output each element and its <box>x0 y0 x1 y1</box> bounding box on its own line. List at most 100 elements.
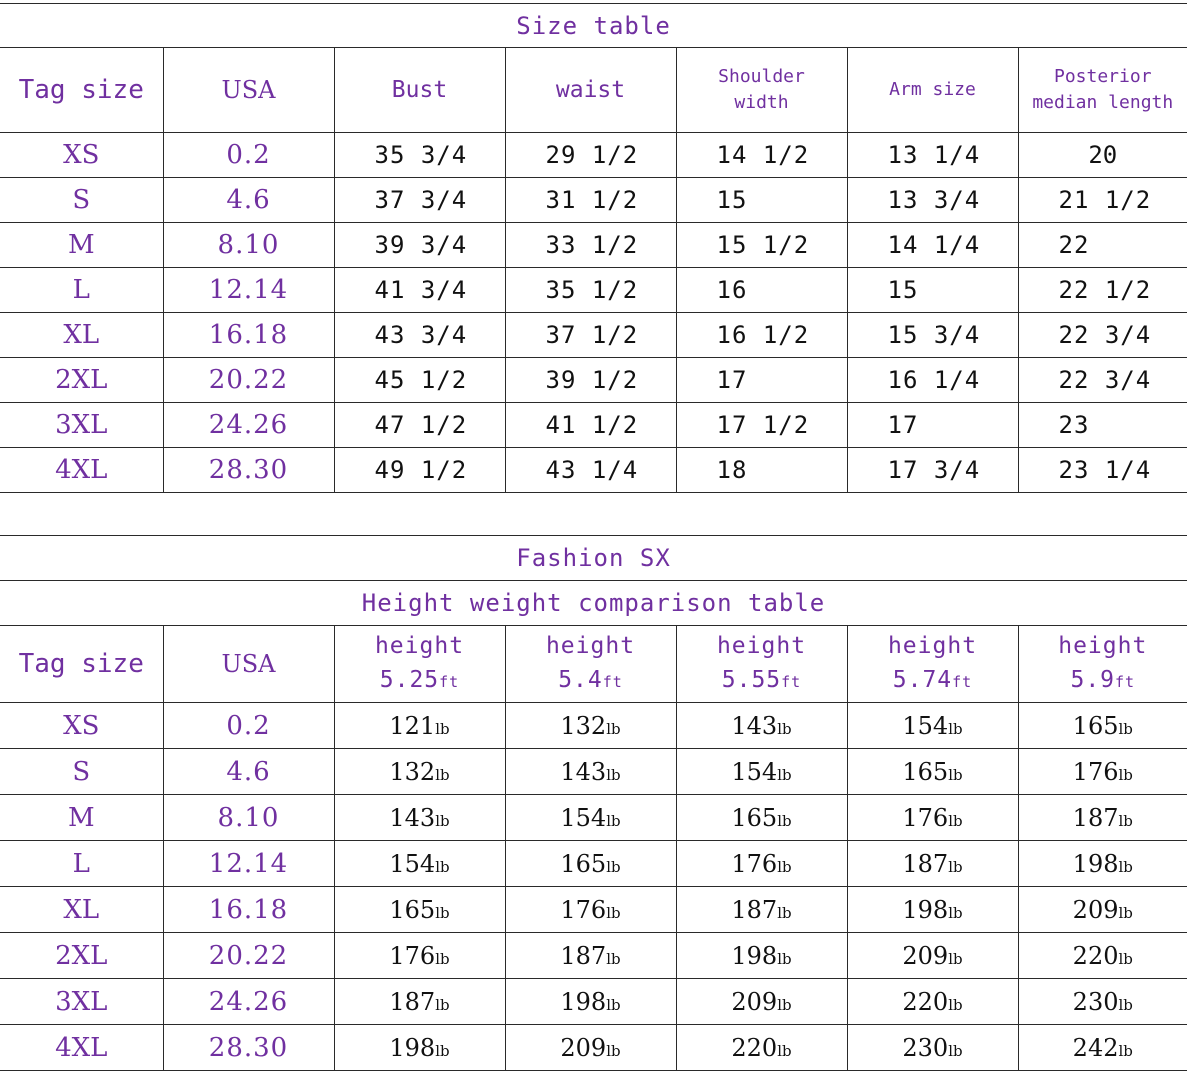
tag-size-cell: M <box>0 222 164 268</box>
weight-unit: lb <box>1118 719 1133 738</box>
weight-cell: 220lb <box>846 978 1019 1025</box>
size-cell: 35 1/2 <box>504 267 677 313</box>
weight-unit: lb <box>777 857 792 876</box>
weight-cell: 132lb <box>504 702 677 749</box>
weight-cell: 154lb <box>675 748 848 795</box>
posterior-line-1: Posterior <box>1054 66 1152 87</box>
weight-unit: lb <box>1118 857 1133 876</box>
height-unit: ft <box>781 673 802 691</box>
size-cell: 16 1/4 <box>846 357 1019 403</box>
weight-number: 176 <box>560 895 607 924</box>
weight-unit: lb <box>1118 995 1133 1014</box>
height-number: 5.25 <box>379 667 440 693</box>
comparison-table-row: XL 16.18 165lb 176lb 187lb 198lb 209lb <box>0 886 1187 933</box>
weight-number: 242 <box>1072 1033 1119 1062</box>
weight-cell: 154lb <box>333 840 506 887</box>
weight-number: 165 <box>1072 711 1119 740</box>
weight-unit: lb <box>1118 811 1133 830</box>
weight-number: 187 <box>731 895 778 924</box>
weight-cell: 209lb <box>846 932 1019 979</box>
weight-number: 165 <box>731 803 778 832</box>
size-table-title: Size table <box>0 3 1187 48</box>
height-value: 5.74ft <box>848 663 1017 699</box>
weight-number: 209 <box>902 941 949 970</box>
weight-number: 198 <box>560 987 607 1016</box>
size-table-row: XS 0.2 35 3/4 29 1/2 14 1/2 13 1/4 20 <box>0 132 1187 178</box>
brand-title: Fashion SX <box>0 535 1187 581</box>
size-cell: 37 3/4 <box>333 177 506 223</box>
weight-cell: 176lb <box>1017 748 1187 795</box>
size-cell: 22 3/4 <box>1017 312 1187 358</box>
size-cell: 14 1/4 <box>846 222 1019 268</box>
weight-cell: 165lb <box>1017 702 1187 749</box>
weight-cell: 220lb <box>1017 932 1187 979</box>
usa-size-cell: 24.26 <box>162 402 335 448</box>
tag-size-cell: S <box>0 748 164 795</box>
weight-unit: lb <box>435 995 450 1014</box>
size-table-row: 4XL 28.30 49 1/2 43 1/4 18 17 3/4 23 1/4 <box>0 447 1187 493</box>
weight-unit: lb <box>435 857 450 876</box>
size-cell: 39 3/4 <box>333 222 506 268</box>
height-value: 5.55ft <box>677 663 846 699</box>
tag-size-cell: XS <box>0 132 164 178</box>
weight-number: 165 <box>389 895 436 924</box>
weight-cell: 165lb <box>333 886 506 933</box>
weight-unit: lb <box>435 765 450 784</box>
weight-cell: 176lb <box>846 794 1019 841</box>
tag-size-cell: 3XL <box>0 402 164 448</box>
weight-number: 220 <box>731 1033 778 1062</box>
weight-cell: 198lb <box>846 886 1019 933</box>
tag-size-cell: M <box>0 794 164 841</box>
weight-unit: lb <box>948 857 963 876</box>
weight-cell: 143lb <box>675 702 848 749</box>
size-cell: 17 1/2 <box>675 402 848 448</box>
comparison-header-tag: Tag size <box>0 625 164 703</box>
height-unit: ft <box>1115 673 1136 691</box>
weight-unit: lb <box>606 903 621 922</box>
size-cell: 39 1/2 <box>504 357 677 403</box>
weight-unit: lb <box>606 995 621 1014</box>
weight-unit: lb <box>1118 903 1133 922</box>
comparison-table-row: S 4.6 132lb 143lb 154lb 165lb 176lb <box>0 748 1187 795</box>
height-unit: ft <box>602 673 623 691</box>
weight-unit: lb <box>435 719 450 738</box>
weight-cell: 143lb <box>504 748 677 795</box>
weight-number: 220 <box>1072 941 1119 970</box>
height-header: height 5.9ft <box>1017 625 1187 703</box>
weight-number: 220 <box>902 987 949 1016</box>
weight-unit: lb <box>777 719 792 738</box>
weight-number: 187 <box>902 849 949 878</box>
usa-size-cell: 20.22 <box>162 357 335 403</box>
height-unit: ft <box>439 673 460 691</box>
size-cell: 37 1/2 <box>504 312 677 358</box>
usa-size-cell: 12.14 <box>162 840 335 887</box>
size-cell: 41 1/2 <box>504 402 677 448</box>
size-cell: 45 1/2 <box>333 357 506 403</box>
comparison-table-row: 4XL 28.30 198lb 209lb 220lb 230lb 242lb <box>0 1024 1187 1071</box>
weight-number: 198 <box>902 895 949 924</box>
size-cell: 15 <box>675 177 848 223</box>
weight-cell: 187lb <box>846 840 1019 887</box>
weight-cell: 187lb <box>1017 794 1187 841</box>
height-value: 5.4ft <box>506 663 675 699</box>
shoulder-line-2: width <box>734 92 789 113</box>
size-cell: 41 3/4 <box>333 267 506 313</box>
size-cell: 17 <box>846 402 1019 448</box>
comparison-table-title: Height weight comparison table <box>0 580 1187 626</box>
usa-size-cell: 12.14 <box>162 267 335 313</box>
size-table-header-posterior: Posterior median length <box>1017 47 1187 133</box>
tag-size-cell: 2XL <box>0 932 164 979</box>
weight-cell: 230lb <box>846 1024 1019 1071</box>
tag-size-cell: L <box>0 267 164 313</box>
size-cell: 20 <box>1017 132 1187 178</box>
size-cell: 47 1/2 <box>333 402 506 448</box>
size-table-row: 3XL 24.26 47 1/2 41 1/2 17 1/2 17 23 <box>0 402 1187 448</box>
weight-unit: lb <box>1118 949 1133 968</box>
comparison-table-row: 2XL 20.22 176lb 187lb 198lb 209lb 220lb <box>0 932 1187 979</box>
posterior-line-2: median length <box>1032 92 1174 113</box>
weight-cell: 230lb <box>1017 978 1187 1025</box>
height-header: height 5.55ft <box>675 625 848 703</box>
weight-number: 230 <box>902 1033 949 1062</box>
weight-unit: lb <box>606 949 621 968</box>
size-table-row: 2XL 20.22 45 1/2 39 1/2 17 16 1/4 22 3/4 <box>0 357 1187 403</box>
